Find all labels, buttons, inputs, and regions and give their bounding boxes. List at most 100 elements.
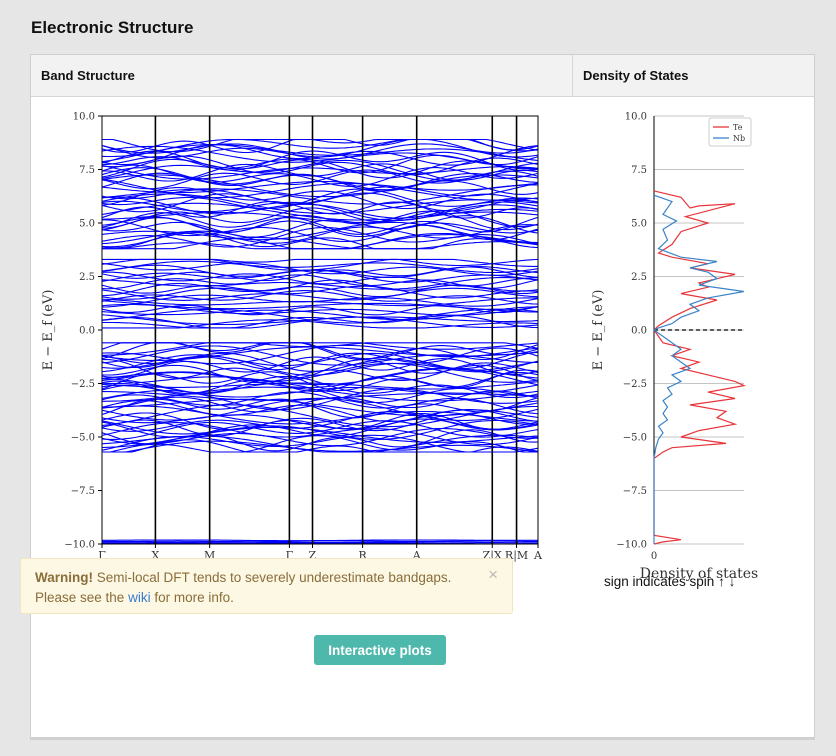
dos-y-tick-label: −10.0: [616, 540, 647, 551]
header-divider: [572, 55, 573, 96]
y-tick-label: −2.5: [71, 379, 95, 390]
band-line: [101, 221, 539, 244]
band-line: [101, 164, 539, 187]
band-line: [101, 397, 539, 419]
band-line: [101, 300, 539, 313]
band-line: [101, 167, 539, 191]
band-line: [102, 440, 539, 453]
kpoint-label: A: [533, 549, 543, 562]
y-tick-label: 10.0: [73, 112, 95, 123]
dos-y-tick-label: 0.0: [631, 326, 647, 337]
band-line: [101, 358, 539, 381]
band-line: [101, 163, 539, 182]
page-title: Electronic Structure: [31, 18, 194, 37]
dos-header: Density of States: [583, 68, 689, 83]
band-line: [102, 237, 539, 250]
kpoint-label: Γ: [286, 549, 294, 562]
band-line: [101, 274, 539, 290]
band-line: [102, 138, 539, 153]
kpoint-label: Z: [309, 549, 317, 562]
band-line: [102, 342, 539, 349]
band-line: [101, 215, 539, 238]
warning-text-1: Semi-local DFT tends to severely underes…: [93, 570, 452, 585]
dos-x-tick-label: 0: [651, 551, 657, 562]
band-line: [101, 398, 539, 417]
band-line: [101, 397, 539, 421]
dos-series-te: [653, 190, 746, 545]
band-line: [101, 356, 539, 378]
band-line: [101, 418, 539, 438]
y-axis-label: E − E_f (eV): [41, 290, 56, 371]
warning-text-2: Please see the: [35, 590, 129, 605]
panel-bottom-border: [30, 738, 815, 740]
band-line: [101, 375, 539, 399]
band-line: [101, 290, 539, 305]
legend-label: Nb: [733, 134, 745, 143]
dos-y-tick-label: 2.5: [631, 272, 647, 283]
band-structure-chart: 10.07.55.02.50.0−2.5−5.0−7.5−10.0Γ X M Γ Z R A…: [41, 112, 543, 583]
kpoint-label: X: [151, 549, 159, 562]
warning-text-3: for more info.: [150, 590, 234, 605]
dos-legend: Te Nb: [708, 117, 752, 147]
band-line: [101, 138, 539, 159]
kpoint-label: R: [358, 549, 367, 562]
dos-y-tick-label: 10.0: [625, 112, 647, 123]
wiki-link[interactable]: wiki: [128, 590, 151, 605]
band-line: [101, 427, 539, 447]
band-line: [101, 200, 539, 219]
band-line: [101, 303, 539, 316]
band-line: [101, 308, 539, 324]
band-line: [101, 277, 539, 290]
band-line: [101, 210, 539, 233]
band-line: [101, 347, 539, 371]
dos-y-axis-label: E − E_f (eV): [591, 290, 606, 371]
band-line: [101, 413, 539, 437]
band-line: [101, 381, 539, 390]
band-line: [101, 306, 539, 321]
band-lines: [101, 138, 539, 545]
band-line: [102, 219, 539, 243]
dos-y-tick-label: 5.0: [631, 219, 647, 230]
band-line: [101, 192, 539, 213]
band-line: [101, 208, 539, 223]
kpoint-label: Γ: [98, 549, 106, 562]
band-line: [101, 297, 539, 307]
band-line: [101, 230, 539, 250]
y-tick-label: −5.0: [71, 433, 95, 444]
band-line: [101, 314, 539, 326]
band-line: [102, 541, 538, 544]
dos-chart: 10.0 7.5 5.0 2.5 0.0 −2.5 −5.0 −7.5 −10.0 0 Densit…: [591, 112, 759, 583]
dos-y-tick-label: −5.0: [623, 433, 647, 444]
close-icon[interactable]: ×: [488, 565, 498, 584]
legend-label: Te: [733, 123, 743, 132]
band-line: [101, 178, 539, 199]
band-line: [101, 264, 539, 279]
band-line: [101, 159, 539, 181]
band-line: [101, 352, 539, 373]
band-line: [101, 426, 539, 449]
band-structure-header: Band Structure: [41, 68, 135, 83]
band-line: [101, 260, 539, 274]
dos-y-tick-label: −7.5: [623, 486, 647, 497]
band-line: [102, 539, 538, 542]
y-tick-label: −7.5: [71, 486, 95, 497]
interactive-plots-button[interactable]: Interactive plots: [314, 635, 446, 665]
band-line: [101, 285, 539, 300]
band-line: [101, 287, 539, 301]
dos-series-nb: [652, 194, 745, 544]
band-line: [102, 319, 539, 329]
dos-x-axis-label: Density of states: [640, 566, 759, 582]
y-tick-label: −10.0: [64, 540, 95, 551]
dos-y-tick-label: 7.5: [631, 165, 647, 176]
band-line: [101, 422, 539, 446]
band-line: [101, 196, 539, 219]
band-line: [101, 138, 539, 158]
band-line: [101, 174, 539, 198]
band-line: [101, 262, 539, 276]
kpoint-label: M: [204, 549, 215, 562]
y-tick-label: 7.5: [79, 165, 95, 176]
band-line: [101, 271, 538, 287]
spin-note: sign indicates spin ↑ ↓: [604, 574, 736, 589]
band-line: [101, 372, 539, 395]
band-line: [101, 150, 539, 172]
